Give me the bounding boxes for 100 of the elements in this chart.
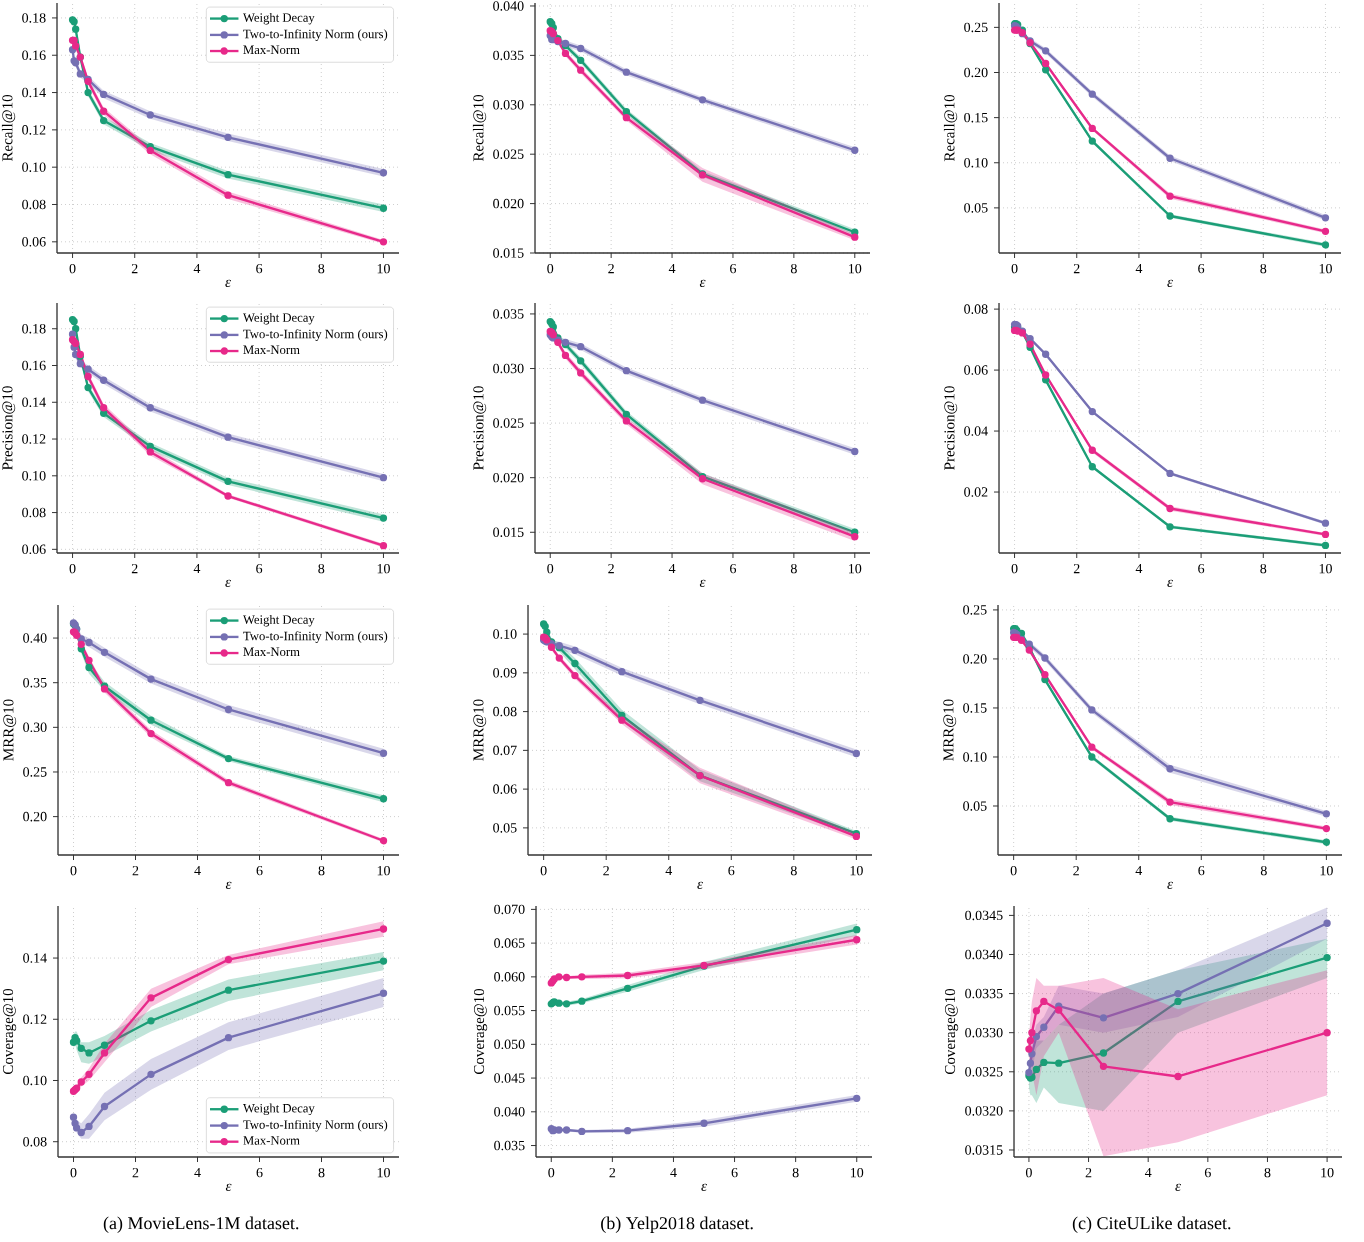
y-tick-label: 0.0320 xyxy=(965,1106,1003,1116)
x-tick-label: 0 xyxy=(548,1167,555,1178)
legend-label: Weight Decay xyxy=(242,614,315,627)
y-axis-title: Recall@10 xyxy=(472,95,487,162)
text: (c) CiteULike dataset. xyxy=(1072,1216,1231,1233)
legend-label: Weight Decay xyxy=(242,12,315,25)
x-tick-label: 4 xyxy=(194,1167,201,1178)
legend-label: Max-Norm xyxy=(243,45,300,55)
y-axis-title: Recall@10 xyxy=(943,95,958,162)
y-axis-title: Precision@10 xyxy=(944,386,958,470)
y-tick-label: 0.12 xyxy=(23,1014,47,1025)
y-tick-label: 0.12 xyxy=(22,125,46,135)
x-tick-label: 6 xyxy=(731,1167,738,1178)
x-tick-label: 4 xyxy=(193,563,201,574)
y-tick-label: 0.0325 xyxy=(965,1067,1003,1077)
x-tick-label: 8 xyxy=(790,263,797,274)
y-tick-label: 0.060 xyxy=(494,972,525,982)
x-tick-label: 10 xyxy=(1319,263,1332,274)
x-tick-label: 10 xyxy=(1320,865,1333,876)
x-axis-title: ε xyxy=(1175,1183,1181,1192)
x-tick-label: 4 xyxy=(193,263,201,274)
y-tick-label: 0.0345 xyxy=(965,910,1003,921)
x-tick-label: 8 xyxy=(318,263,325,274)
x-tick-label: 10 xyxy=(849,563,862,574)
y-axis-title: MRR@10 xyxy=(473,699,487,761)
y-tick-label: 0.04 xyxy=(964,426,988,436)
y-tick-label: 0.0315 xyxy=(965,1145,1003,1155)
x-tick-label: 6 xyxy=(728,865,735,876)
y-tick-label: 0.055 xyxy=(494,1005,525,1016)
y-tick-label: 0.14 xyxy=(22,87,46,98)
x-tick-label: 0 xyxy=(70,865,77,876)
y-tick-label: 0.02 xyxy=(964,487,988,497)
y-axis-title: Precision@10 xyxy=(2,386,16,470)
y-tick-label: 0.09 xyxy=(493,668,517,678)
x-tick-label: 2 xyxy=(132,865,139,876)
x-axis-title: ε xyxy=(1167,881,1173,890)
x-tick-label: 0 xyxy=(69,263,76,274)
y-tick-label: 0.05 xyxy=(493,823,517,833)
y-tick-label: 0.10 xyxy=(22,471,46,481)
y-tick-label: 0.07 xyxy=(493,745,517,756)
x-axis-title: ε xyxy=(1167,579,1173,588)
y-tick-label: 0.12 xyxy=(22,434,46,444)
x-tick-label: 2 xyxy=(609,1167,616,1178)
y-tick-label: 0.35 xyxy=(23,677,47,688)
x-tick-label: 4 xyxy=(194,865,201,876)
y-tick-label: 0.30 xyxy=(23,722,47,733)
y-tick-label: 0.035 xyxy=(493,309,524,319)
y-tick-label: 0.0330 xyxy=(965,1027,1003,1038)
x-tick-label: 6 xyxy=(256,263,263,274)
x-tick-label: 8 xyxy=(1260,865,1267,876)
y-tick-label: 0.06 xyxy=(964,365,988,375)
x-axis-title: ε xyxy=(225,279,231,288)
legend-label: Max-Norm xyxy=(243,1136,300,1145)
x-tick-label: 6 xyxy=(256,1167,263,1178)
y-tick-label: 0.045 xyxy=(494,1073,525,1083)
legend-label: Weight Decay xyxy=(242,1103,315,1116)
x-tick-label: 2 xyxy=(132,1167,139,1178)
x-tick-label: 0 xyxy=(70,1167,77,1178)
y-tick-label: 0.025 xyxy=(493,149,524,159)
y-tick-label: 0.035 xyxy=(493,50,524,61)
y-tick-label: 0.040 xyxy=(494,1107,525,1117)
x-tick-label: 10 xyxy=(377,263,390,274)
x-axis-title: ε xyxy=(225,1183,232,1192)
y-tick-label: 0.050 xyxy=(494,1039,525,1050)
y-axis-title: Coverage@10 xyxy=(473,988,488,1075)
y-tick-label: 0.25 xyxy=(963,605,987,615)
x-tick-label: 10 xyxy=(377,865,390,876)
y-tick-label: 0.08 xyxy=(22,199,46,210)
y-tick-label: 0.20 xyxy=(964,67,988,78)
y-tick-label: 0.08 xyxy=(964,304,988,314)
x-tick-label: 0 xyxy=(547,563,554,574)
x-tick-label: 4 xyxy=(1135,563,1143,574)
x-tick-label: 8 xyxy=(792,1167,799,1178)
legend-label: Two-to-Infinity Norm (ours) xyxy=(243,1119,388,1132)
x-tick-label: 6 xyxy=(256,865,263,876)
x-tick-label: 6 xyxy=(1198,263,1205,274)
x-tick-label: 8 xyxy=(1264,1167,1271,1178)
x-tick-label: 4 xyxy=(1135,865,1143,876)
text: (a) MovieLens-1M dataset. xyxy=(103,1216,299,1233)
y-axis-title: Recall@10 xyxy=(1,95,16,162)
x-tick-label: 4 xyxy=(668,263,676,274)
x-tick-label: 2 xyxy=(1073,563,1080,574)
x-tick-label: 2 xyxy=(1073,263,1080,274)
x-tick-label: 0 xyxy=(1010,865,1017,876)
y-tick-label: 0.06 xyxy=(22,544,46,555)
legend-label: Two-to-Infinity Norm (ours) xyxy=(243,29,388,41)
x-tick-label: 2 xyxy=(131,263,138,274)
x-tick-label: 8 xyxy=(1260,563,1267,574)
x-tick-label: 4 xyxy=(1144,1167,1152,1178)
y-axis-title: Precision@10 xyxy=(473,386,487,470)
x-tick-label: 2 xyxy=(1073,865,1079,876)
x-tick-label: 4 xyxy=(1135,263,1143,274)
y-tick-label: 0.065 xyxy=(494,938,525,948)
x-axis-title: ε xyxy=(225,881,232,890)
legend-label: Weight Decay xyxy=(242,312,315,325)
x-tick-label: 0 xyxy=(1011,263,1018,274)
text: (b) Yelp2018 dataset. xyxy=(601,1216,753,1233)
x-tick-label: 6 xyxy=(1198,865,1205,876)
y-tick-label: 0.40 xyxy=(23,633,47,643)
x-tick-label: 2 xyxy=(608,563,614,574)
